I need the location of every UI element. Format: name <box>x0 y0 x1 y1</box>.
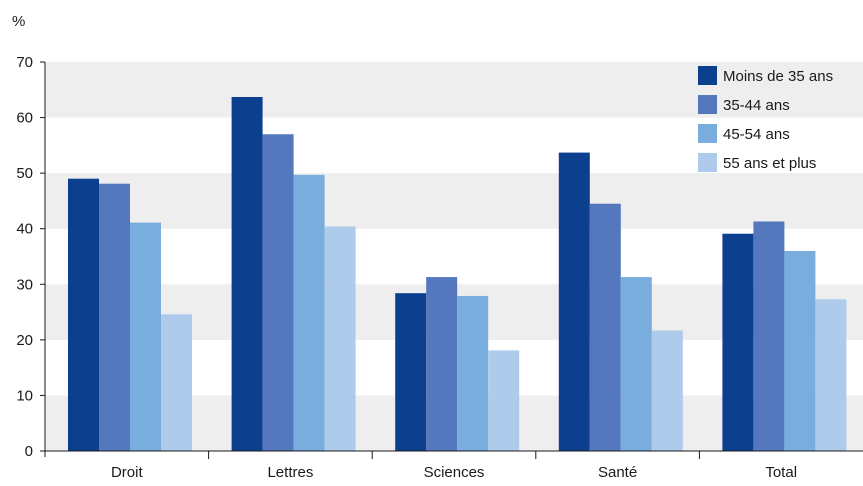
legend: Moins de 35 ans 35-44 ans 45-54 ans 55 ans … <box>698 66 833 172</box>
bar <box>231 97 263 451</box>
x-tick-label: Santé <box>598 464 637 481</box>
y-tick-label: 20 <box>16 332 33 349</box>
bar <box>293 174 325 451</box>
bar <box>457 295 489 451</box>
bar <box>488 350 520 451</box>
legend-label: 55 ans et plus <box>723 155 816 172</box>
bar <box>815 299 847 451</box>
y-tick-label: 40 <box>16 221 33 238</box>
x-tick-label: Droit <box>111 464 144 481</box>
legend-label: Moins de 35 ans <box>723 68 833 85</box>
bar <box>651 330 683 451</box>
grid-band <box>45 62 863 118</box>
bar <box>99 183 130 452</box>
bar <box>324 226 356 451</box>
legend-label: 45-54 ans <box>723 126 790 143</box>
bar <box>620 277 652 451</box>
y-tick-label: 30 <box>16 276 33 293</box>
y-axis: 0 10 20 30 40 50 60 70 <box>16 54 46 460</box>
bar <box>68 178 99 451</box>
y-tick-label: 70 <box>16 54 33 71</box>
y-tick-label: 60 <box>16 110 33 127</box>
bar <box>426 277 458 451</box>
bar <box>161 314 192 451</box>
bar <box>589 203 621 451</box>
legend-swatch <box>698 124 717 143</box>
x-axis: Droit Lettres Sciences Santé Total <box>40 450 863 481</box>
legend-swatch <box>698 95 717 114</box>
y-tick-label: 10 <box>16 387 33 404</box>
bar <box>558 152 590 451</box>
y-axis-unit-label: % <box>12 13 25 30</box>
x-tick-label: Total <box>765 464 797 481</box>
bar <box>784 250 816 451</box>
grid-band <box>45 173 863 229</box>
bar <box>753 221 785 451</box>
bar <box>722 233 754 451</box>
legend-swatch <box>698 153 717 172</box>
x-tick-label: Lettres <box>267 464 313 481</box>
bar <box>395 293 427 451</box>
bar <box>130 222 161 451</box>
y-tick-label: 50 <box>16 165 33 182</box>
legend-swatch <box>698 66 717 85</box>
bars <box>68 97 847 452</box>
y-tick-label: 0 <box>25 443 33 460</box>
bar <box>262 134 294 451</box>
x-tick-label: Sciences <box>424 464 485 481</box>
legend-label: 35-44 ans <box>723 97 790 114</box>
